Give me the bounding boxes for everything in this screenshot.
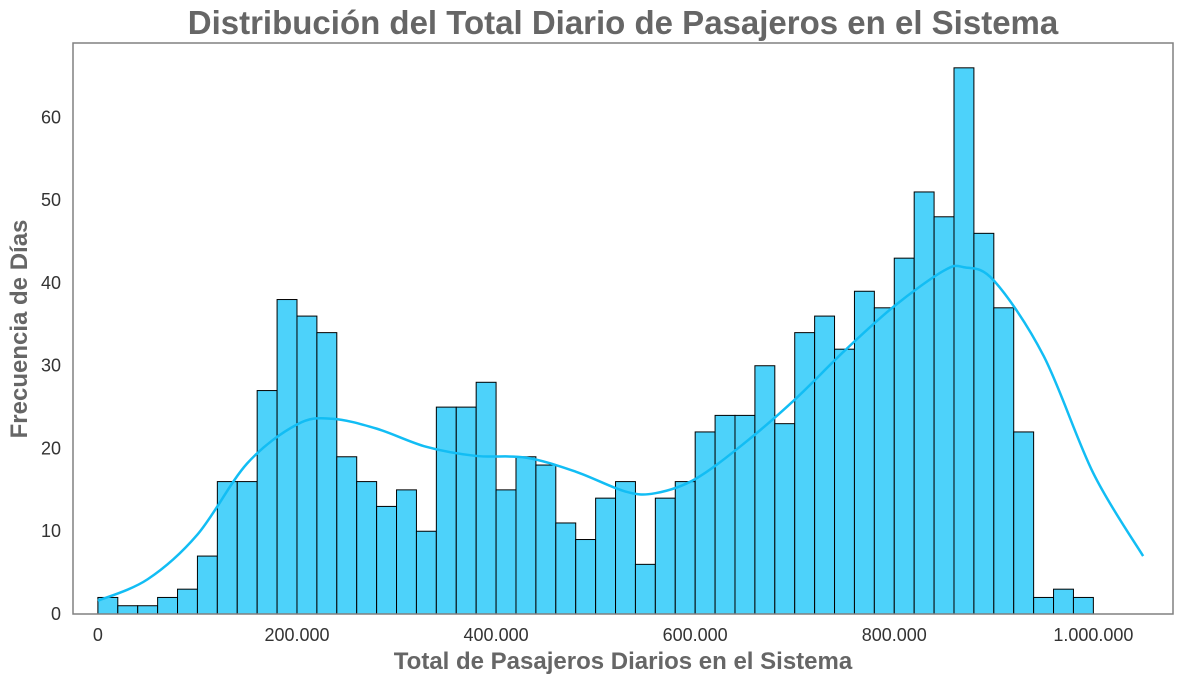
y-tick-label: 60 <box>41 107 61 127</box>
histogram-bar <box>575 539 597 615</box>
x-tick-label: 800.000 <box>862 625 927 645</box>
x-axis-ticks: 0 200.000 400.000 600.000 800.000 1.000.000 <box>93 625 1134 645</box>
histogram-bar <box>615 481 636 615</box>
histogram-bar <box>117 605 139 615</box>
y-tick-label: 30 <box>41 356 61 376</box>
histogram-bar <box>993 307 1015 615</box>
y-tick-label: 0 <box>51 604 61 624</box>
x-tick-label: 600.000 <box>663 625 728 645</box>
histogram-bar <box>555 522 577 615</box>
histogram-bar <box>515 456 537 615</box>
histogram-bar <box>177 588 198 615</box>
histogram-bars <box>97 67 1094 615</box>
kde-curve <box>97 264 1145 602</box>
histogram-bar <box>455 406 477 615</box>
y-tick-label: 40 <box>41 273 61 293</box>
histogram-bar <box>1053 588 1074 615</box>
histogram-bar <box>415 530 437 615</box>
histogram-bar <box>834 348 855 615</box>
histogram-bar <box>1033 596 1055 615</box>
x-tick-label: 400.000 <box>464 625 529 645</box>
histogram-bar <box>714 414 736 615</box>
histogram-bar <box>276 299 298 615</box>
histogram-bar <box>157 596 179 615</box>
x-tick-label: 0 <box>93 625 103 645</box>
y-tick-label: 10 <box>41 521 61 541</box>
histogram-bar <box>654 497 676 615</box>
histogram-bar <box>595 497 617 615</box>
histogram-bar <box>336 456 358 615</box>
histogram-bar <box>1072 596 1094 615</box>
histogram-bar <box>953 67 975 615</box>
y-tick-label: 50 <box>41 190 61 210</box>
histogram-bar <box>396 489 417 615</box>
histogram-bar <box>495 489 517 615</box>
histogram-bar <box>933 216 955 615</box>
x-tick-label: 1.000.000 <box>1053 625 1133 645</box>
y-axis-label: Frecuencia de Días <box>6 220 33 439</box>
histogram-bar <box>973 232 995 615</box>
histogram-bar <box>893 257 915 615</box>
histogram-bar <box>435 406 457 615</box>
histogram-bar <box>137 605 159 615</box>
plot-frame <box>72 42 1174 615</box>
histogram-bar <box>674 481 696 615</box>
histogram-bar <box>734 414 756 615</box>
x-axis-label: Total de Pasajeros Diarios en el Sistema <box>394 648 853 675</box>
histogram-bar <box>236 481 258 615</box>
histogram-bar <box>376 505 398 615</box>
histogram-bar <box>794 332 816 615</box>
histogram-bar <box>634 563 656 615</box>
histogram-bar <box>774 423 796 615</box>
x-tick-label: 200.000 <box>264 625 329 645</box>
y-tick-label: 20 <box>41 438 61 458</box>
y-axis-ticks: 0 10 20 30 40 50 60 <box>41 107 61 624</box>
histogram-bar <box>356 481 378 615</box>
histogram-bar <box>694 431 716 615</box>
histogram-bar <box>296 315 318 615</box>
histogram-bar <box>535 464 557 615</box>
histogram-bar <box>913 191 935 615</box>
histogram-bar <box>256 390 278 615</box>
chart-title: Distribución del Total Diario de Pasajer… <box>188 4 1059 41</box>
histogram-bar <box>316 332 338 615</box>
histogram-bar <box>873 307 895 615</box>
histogram-bar <box>475 381 497 615</box>
histogram-bar <box>814 315 836 615</box>
histogram-bar <box>1013 431 1035 615</box>
histogram-bar <box>196 555 218 615</box>
histogram-bar <box>754 365 776 615</box>
